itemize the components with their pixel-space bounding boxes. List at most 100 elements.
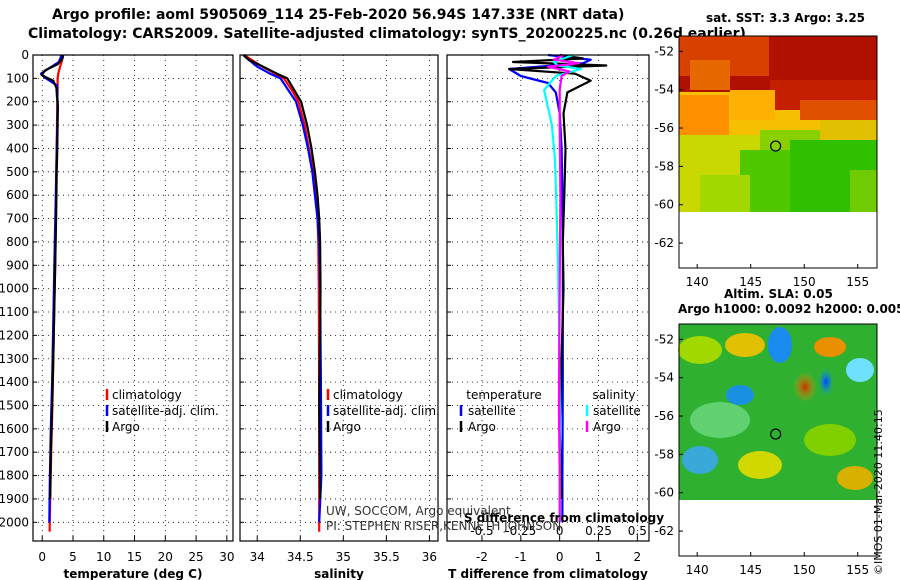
legend-label: Argo bbox=[468, 420, 496, 434]
map-x-tick-label: 145 bbox=[739, 275, 762, 289]
y-tick-label: 1800 bbox=[0, 469, 29, 483]
series-line-argo-t bbox=[508, 53, 608, 499]
legend-label: Argo bbox=[333, 420, 361, 434]
sla-map-texture bbox=[678, 324, 877, 500]
salinity-profile-panel: 34 34.5 35 35.5 36 salinity climatology satelli… bbox=[239, 54, 440, 580]
map-x-tick-label: 140 bbox=[686, 275, 709, 289]
x-tick-label: 0 bbox=[556, 550, 564, 564]
map-y-tick-label: -56 bbox=[654, 121, 674, 135]
map-y-tick-label: -52 bbox=[654, 332, 674, 346]
imos-watermark: ©IMOS 01-Mar-2020 11:40:15 bbox=[872, 409, 885, 575]
x-axis-label: temperature (deg C) bbox=[64, 567, 203, 580]
x-tick-label: 36 bbox=[422, 550, 437, 564]
map-y-tick-label: -56 bbox=[654, 409, 674, 423]
map-x-tick-label: 155 bbox=[846, 275, 869, 289]
sla-map-title-line2: Argo h1000: 0.0092 h2000: 0.0059 bbox=[678, 302, 900, 316]
y-tick-label: 1300 bbox=[0, 352, 29, 366]
x-tick-label: 35.5 bbox=[373, 550, 400, 564]
argo-float-marker bbox=[770, 140, 782, 152]
map-x-tick-label: 140 bbox=[686, 563, 709, 577]
x-tick-label: 0 bbox=[38, 550, 46, 564]
legend-title-salinity: salinity bbox=[592, 388, 635, 402]
y-tick-label: 100 bbox=[6, 71, 29, 85]
y-tick-label: 600 bbox=[6, 188, 29, 202]
sst-map bbox=[678, 35, 878, 269]
plot-frame bbox=[446, 54, 650, 542]
y-tick-label: 1700 bbox=[0, 445, 29, 459]
map-y-tick-label: -52 bbox=[654, 44, 674, 58]
map-x-tick-label: 145 bbox=[739, 563, 762, 577]
y-tick-label: 1100 bbox=[0, 305, 29, 319]
sst-map-texture bbox=[679, 36, 877, 212]
legend-label: satellite bbox=[468, 404, 516, 418]
x-tick-label: 15 bbox=[127, 550, 142, 564]
y-tick-label: 1400 bbox=[0, 375, 29, 389]
s-tick-label: -0.5 bbox=[470, 524, 493, 538]
x-tick-label: 2 bbox=[634, 550, 642, 564]
y-tick-label: 500 bbox=[6, 165, 29, 179]
x-tick-label: 30 bbox=[219, 550, 234, 564]
y-tick-label: 1600 bbox=[0, 422, 29, 436]
s-tick-label: 0.5 bbox=[628, 524, 647, 538]
figure-title-line2: Climatology: CARS2009. Satellite-adjuste… bbox=[28, 26, 746, 42]
x-axis-label: salinity bbox=[314, 567, 364, 580]
y-tick-label: 2000 bbox=[0, 515, 29, 529]
y-tick-label: 400 bbox=[6, 141, 29, 155]
y-tick-label: 800 bbox=[6, 235, 29, 249]
legend-label: Argo bbox=[112, 420, 140, 434]
argo-float-marker bbox=[770, 428, 782, 440]
x-tick-label: 1 bbox=[595, 550, 603, 564]
figure-title-line1: Argo profile: aoml 5905069_114 25-Feb-20… bbox=[52, 7, 625, 23]
credit-line1: UW, SOCCOM, Argo equivalent bbox=[326, 504, 511, 518]
x-tick-label: 5 bbox=[69, 550, 77, 564]
credit-line2: PI: STEPHEN RISER,KENNETH JOHNSON bbox=[326, 519, 562, 533]
map-x-tick-label: 150 bbox=[793, 275, 816, 289]
s-tick-label: 0 bbox=[556, 524, 564, 538]
y-tick-label: 1900 bbox=[0, 492, 29, 506]
x-tick-label: 10 bbox=[96, 550, 111, 564]
map-y-tick-label: -58 bbox=[654, 447, 674, 461]
y-tick-label: 1500 bbox=[0, 398, 29, 412]
map-y-tick-label: -60 bbox=[654, 486, 674, 500]
map-y-tick-label: -62 bbox=[654, 524, 674, 538]
legend-label: satellite-adj. clim. bbox=[333, 404, 440, 418]
map-x-tick-label: 155 bbox=[846, 563, 869, 577]
legend-label: Argo bbox=[593, 420, 621, 434]
s-tick-label: -0.25 bbox=[505, 524, 536, 538]
difference-profile-panel: -2 -1 0 1 2 T difference from climatology -0.5… bbox=[446, 53, 664, 580]
map-y-tick-label: -60 bbox=[654, 198, 674, 212]
legend-label: satellite bbox=[593, 404, 641, 418]
s-axis-label: S difference from climatology bbox=[464, 511, 664, 525]
legend-label: climatology bbox=[333, 388, 403, 402]
plot-frame bbox=[239, 54, 439, 542]
y-tick-label: 900 bbox=[6, 258, 29, 272]
y-tick-label: 1000 bbox=[0, 282, 29, 296]
map-y-tick-label: -58 bbox=[654, 159, 674, 173]
x-tick-label: 20 bbox=[158, 550, 173, 564]
series-line-argo bbox=[40, 54, 65, 499]
legend-title-temperature: temperature bbox=[466, 388, 541, 402]
plot-frame bbox=[32, 54, 234, 542]
y-tick-label: 0 bbox=[21, 48, 29, 62]
s-tick-label: 0.25 bbox=[585, 524, 612, 538]
legend-label: climatology bbox=[112, 388, 182, 402]
sla-map-title-line1: Altim. SLA: 0.05 bbox=[724, 287, 833, 301]
map-y-tick-label: -54 bbox=[654, 371, 674, 385]
series-line-argo bbox=[242, 54, 322, 499]
x-tick-label: 25 bbox=[188, 550, 203, 564]
y-tick-label: 200 bbox=[6, 95, 29, 109]
y-tick-label: 700 bbox=[6, 212, 29, 226]
map-x-tick-label: 150 bbox=[793, 563, 816, 577]
x-tick-label: 34 bbox=[250, 550, 265, 564]
x-tick-label: -1 bbox=[515, 550, 527, 564]
map-y-tick-label: -62 bbox=[654, 236, 674, 250]
series-line-satellite-t bbox=[508, 53, 592, 523]
sst-map-title: sat. SST: 3.3 Argo: 3.25 bbox=[706, 11, 866, 25]
y-tick-label: 300 bbox=[6, 118, 29, 132]
y-tick-label: 1200 bbox=[0, 328, 29, 342]
map-y-tick-label: -54 bbox=[654, 83, 674, 97]
x-axis-label: T difference from climatology bbox=[448, 567, 648, 580]
x-tick-label: 35 bbox=[336, 550, 351, 564]
sla-map bbox=[678, 323, 878, 557]
